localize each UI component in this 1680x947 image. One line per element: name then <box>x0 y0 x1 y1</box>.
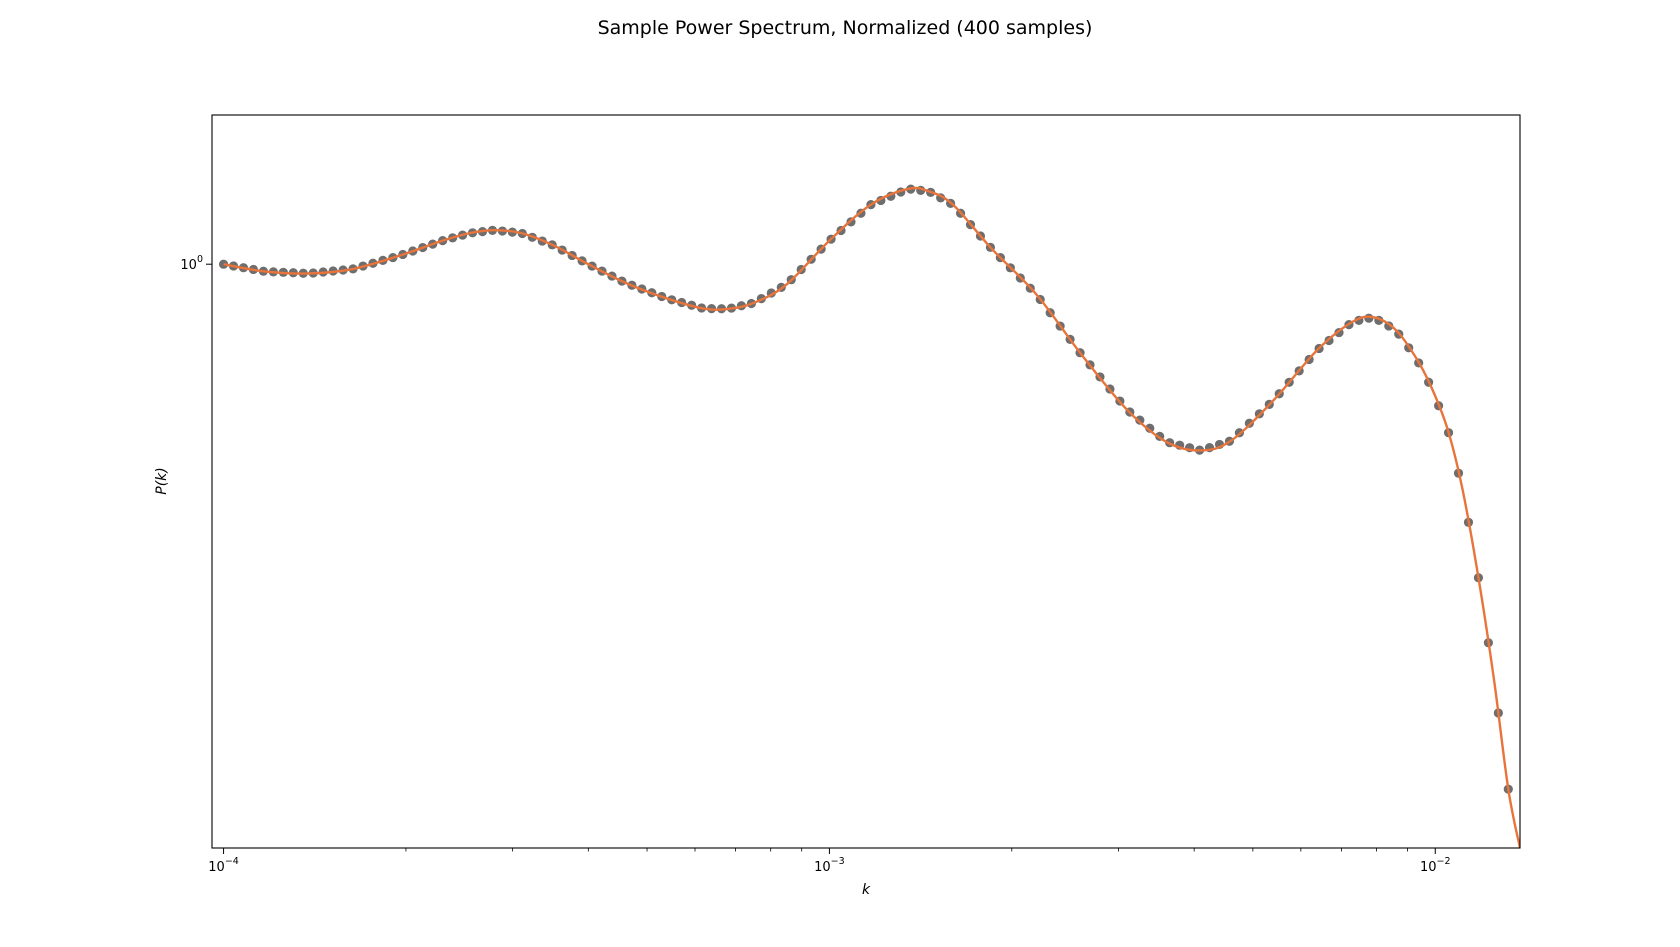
sample-marker <box>1135 415 1145 425</box>
x-tick-label: 10−2 <box>1420 856 1451 875</box>
x-tick-label: 10−4 <box>208 856 239 875</box>
x-axis: 10−4 10−3 10−2 <box>208 848 1451 875</box>
sample-marker <box>1145 423 1155 433</box>
plot-frame <box>211 114 1521 849</box>
y-axis-label: P(k) <box>154 467 170 494</box>
x-axis-label: k <box>862 882 871 898</box>
y-tick-label: 100 <box>180 254 203 273</box>
spectrum-line <box>223 186 1520 848</box>
y-axis: 100 <box>180 254 212 273</box>
x-tick-label: 10−3 <box>814 856 845 875</box>
chart-title: Sample Power Spectrum, Normalized (400 s… <box>598 17 1093 39</box>
plot-area <box>218 184 1520 848</box>
